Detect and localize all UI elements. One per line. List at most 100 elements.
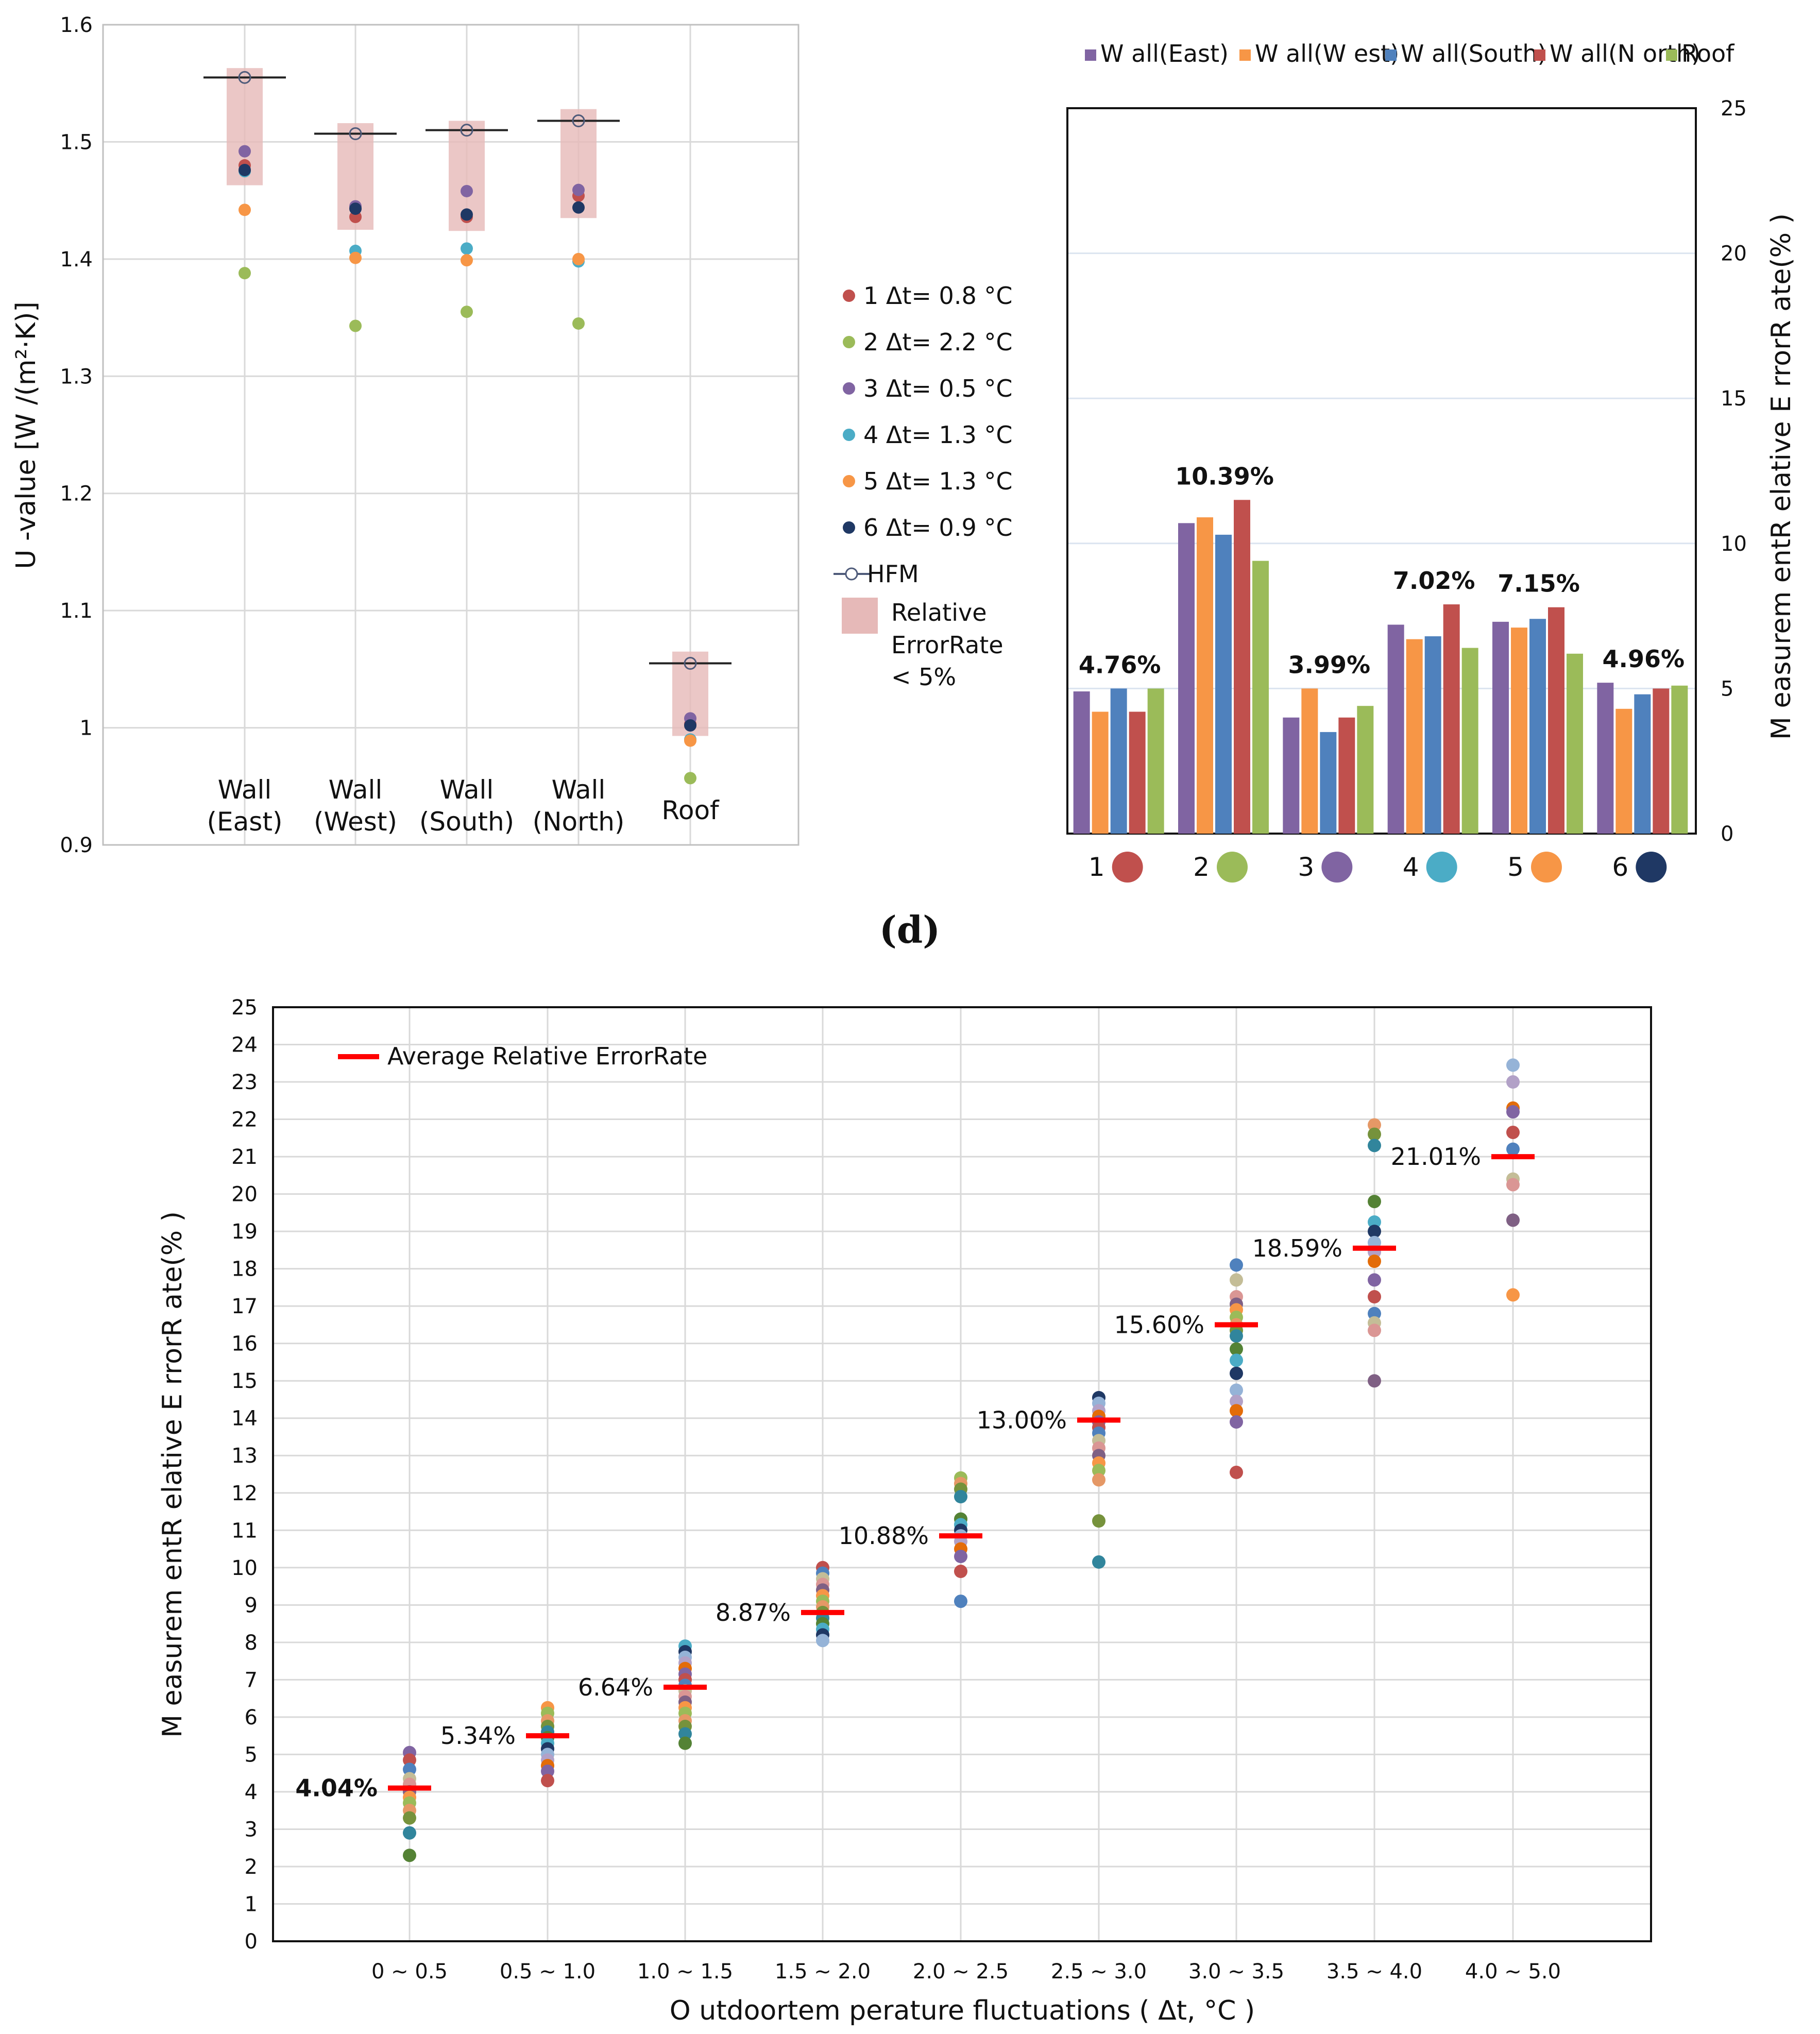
legend-label: Roof bbox=[1681, 40, 1735, 67]
data-point bbox=[1368, 1374, 1381, 1388]
y-axis-title: M easurem entR elative E rrorR ate(% ) bbox=[1766, 213, 1797, 740]
bar-W all(W est) bbox=[1301, 688, 1318, 834]
hfm-marker bbox=[572, 114, 585, 127]
y-tick-label: 24 bbox=[231, 1033, 258, 1057]
bar-W all(N orth) bbox=[1129, 711, 1146, 834]
x-category-label: 1 bbox=[1088, 852, 1105, 882]
data-point bbox=[1506, 1105, 1520, 1119]
bar-value-label: 10.39% bbox=[1175, 462, 1274, 490]
y-tick-label: 18 bbox=[231, 1258, 258, 1281]
bar-W all(South) bbox=[1634, 694, 1651, 834]
y-tick-label: 1.4 bbox=[60, 248, 93, 272]
data-point bbox=[1230, 1383, 1243, 1397]
y-tick-label: 2 bbox=[245, 1855, 258, 1879]
data-point bbox=[1506, 1125, 1520, 1139]
data-point bbox=[954, 1565, 967, 1579]
data-point bbox=[1368, 1118, 1381, 1132]
bar-W all(W est) bbox=[1197, 517, 1213, 834]
data-point bbox=[1368, 1324, 1381, 1337]
bar-W all(N orth) bbox=[1548, 607, 1564, 834]
y-tick-label: 3 bbox=[245, 1818, 258, 1841]
y-tick-label: 10 bbox=[1721, 532, 1747, 556]
data-point bbox=[541, 1774, 554, 1788]
x-category-label: 1.0 ~ 1.5 bbox=[637, 1960, 733, 1984]
category-label: Wall bbox=[218, 775, 272, 805]
y-tick-label: 22 bbox=[231, 1108, 258, 1132]
bar-value-label: 7.15% bbox=[1498, 570, 1580, 598]
data-point bbox=[1092, 1464, 1105, 1478]
data-point-6 bbox=[684, 719, 696, 732]
legend-label: W all(N orth) bbox=[1550, 40, 1700, 67]
y-tick-label: 16 bbox=[231, 1332, 258, 1356]
data-point bbox=[1230, 1395, 1243, 1409]
data-point-6 bbox=[572, 201, 585, 214]
data-point-3 bbox=[239, 145, 251, 158]
y-tick-label: 1.5 bbox=[60, 130, 93, 154]
bar-value-label: 4.76% bbox=[1079, 651, 1161, 679]
bar-value-label: 3.99% bbox=[1288, 651, 1371, 679]
y-tick-label: 12 bbox=[231, 1482, 258, 1505]
average-label: 4.04% bbox=[295, 1774, 378, 1802]
data-point-2 bbox=[349, 319, 362, 332]
data-point bbox=[1368, 1225, 1381, 1239]
data-point bbox=[403, 1753, 416, 1767]
legend-marker bbox=[843, 336, 855, 348]
data-point bbox=[1230, 1415, 1243, 1429]
data-point bbox=[403, 1811, 416, 1825]
data-point bbox=[1506, 1075, 1520, 1089]
category-label: (North) bbox=[533, 807, 625, 837]
y-tick-label: 20 bbox=[1721, 242, 1747, 266]
bar-W all(N orth) bbox=[1443, 604, 1460, 834]
average-label: 18.59% bbox=[1252, 1234, 1342, 1262]
data-point bbox=[816, 1634, 829, 1648]
legend-swatch bbox=[1385, 49, 1397, 61]
x-category-marker bbox=[1426, 852, 1457, 883]
bar-Roof bbox=[1147, 688, 1164, 834]
average-label: 5.34% bbox=[440, 1722, 516, 1750]
legend-label: 1 Δt= 0.8 °C bbox=[863, 282, 1012, 310]
data-point bbox=[541, 1765, 554, 1778]
x-category-label: 5 bbox=[1507, 852, 1524, 882]
data-point-6 bbox=[239, 164, 251, 177]
bar-W all(South) bbox=[1215, 534, 1232, 834]
bar-W all(East) bbox=[1492, 621, 1509, 834]
data-point bbox=[1230, 1465, 1243, 1479]
data-point bbox=[1230, 1258, 1243, 1272]
y-tick-label: 4 bbox=[245, 1781, 258, 1804]
y-tick-label: 7 bbox=[245, 1668, 258, 1692]
data-point bbox=[403, 1826, 416, 1840]
bar-W all(N orth) bbox=[1234, 500, 1250, 834]
y-tick-label: 1.6 bbox=[60, 13, 93, 37]
average-label: 6.64% bbox=[578, 1673, 653, 1701]
x-category-label: 0 ~ 0.5 bbox=[371, 1960, 448, 1984]
y-tick-label: 5 bbox=[1721, 677, 1733, 701]
bar-W all(East) bbox=[1387, 624, 1404, 834]
average-label: 15.60% bbox=[1114, 1311, 1204, 1338]
average-label: 10.88% bbox=[839, 1522, 929, 1550]
y-tick-label: 1 bbox=[245, 1892, 258, 1916]
data-point bbox=[403, 1762, 416, 1776]
y-tick-label: 21 bbox=[231, 1145, 258, 1169]
data-point bbox=[1230, 1353, 1243, 1367]
y-tick-label: 15 bbox=[231, 1369, 258, 1393]
data-point-2 bbox=[461, 306, 473, 318]
y-tick-label: 19 bbox=[231, 1220, 258, 1244]
hfm-marker bbox=[349, 127, 362, 141]
category-label: Wall bbox=[329, 775, 383, 805]
y-tick-label: 1.2 bbox=[60, 482, 93, 506]
category-label: (West) bbox=[314, 807, 397, 837]
bar-Roof bbox=[1567, 653, 1583, 834]
category-label: Roof bbox=[661, 795, 720, 825]
x-category-label: 3.5 ~ 4.0 bbox=[1326, 1960, 1422, 1984]
legend-label: 5 Δt= 1.3 °C bbox=[863, 467, 1012, 495]
data-point bbox=[1506, 1288, 1520, 1302]
data-point bbox=[678, 1727, 692, 1741]
data-point bbox=[1368, 1127, 1381, 1141]
plot-frame bbox=[102, 24, 800, 846]
x-category-label: 3 bbox=[1298, 852, 1314, 882]
data-point bbox=[1368, 1255, 1381, 1268]
bar-W all(East) bbox=[1073, 691, 1090, 834]
data-point bbox=[1506, 1058, 1520, 1072]
bar-W all(N orth) bbox=[1653, 688, 1670, 834]
